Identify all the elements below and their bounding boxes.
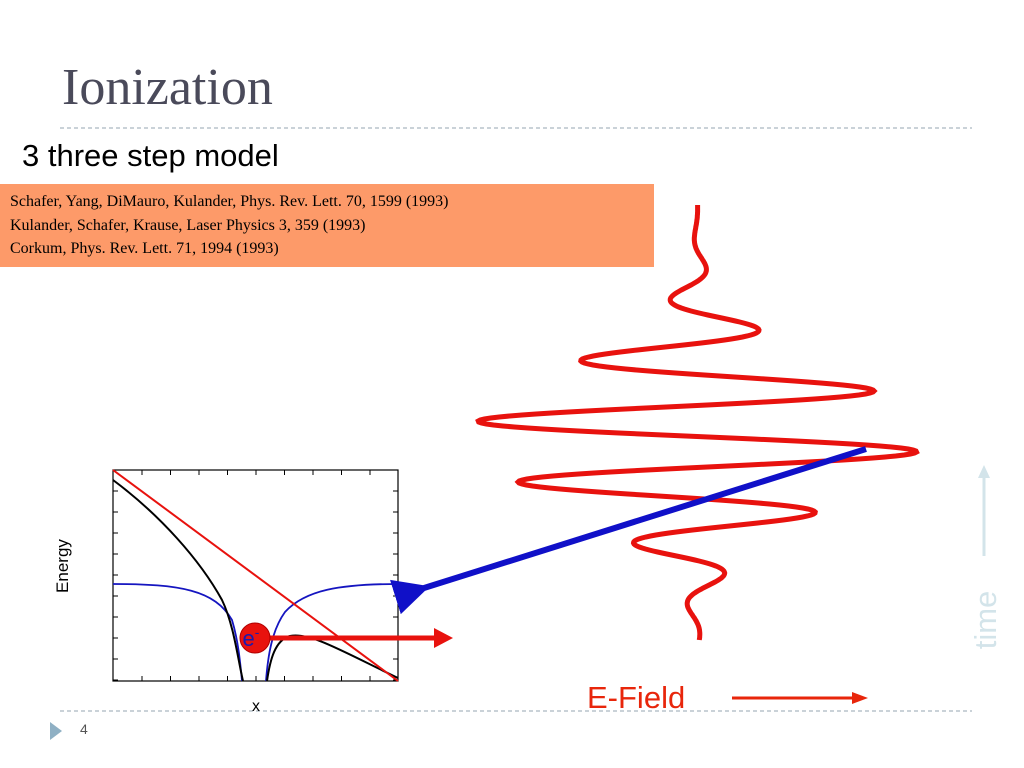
electron-charge: - — [255, 624, 260, 640]
time-label: time — [968, 591, 1003, 650]
time-pointer-arrow — [389, 446, 867, 615]
arrow-head — [434, 628, 453, 648]
reference: Kulander, Schafer, Krause, Laser Physics… — [10, 216, 366, 234]
electron-symbol: e — [243, 626, 255, 651]
subtitle: 3 three step model — [22, 138, 279, 173]
y-axis-label: Energy — [53, 539, 72, 593]
electron — [239, 622, 271, 654]
slide-title: Ionization — [62, 59, 273, 116]
reference-box: Schafer, Yang, DiMauro, Kulander, Phys. … — [0, 184, 654, 267]
reference: Corkum, Phys. Rev. Lett. 71, 1994 (1993) — [10, 240, 279, 257]
field-line — [112, 469, 399, 682]
potential-curve — [265, 583, 399, 682]
field-wave — [475, 205, 920, 641]
electron-label: e- — [243, 624, 260, 651]
page-number: 4 — [80, 721, 88, 737]
energy-plot: Energy x e- — [53, 469, 453, 715]
arrow-head — [978, 465, 990, 478]
x-axis-label: x — [252, 698, 260, 715]
dressed-potential — [112, 479, 244, 682]
reference: Schafer, Yang, DiMauro, Kulander, Phys. … — [10, 193, 449, 210]
arrow-head — [852, 692, 868, 704]
field-label: E-Field — [587, 680, 686, 715]
bullet-icon — [50, 722, 62, 740]
